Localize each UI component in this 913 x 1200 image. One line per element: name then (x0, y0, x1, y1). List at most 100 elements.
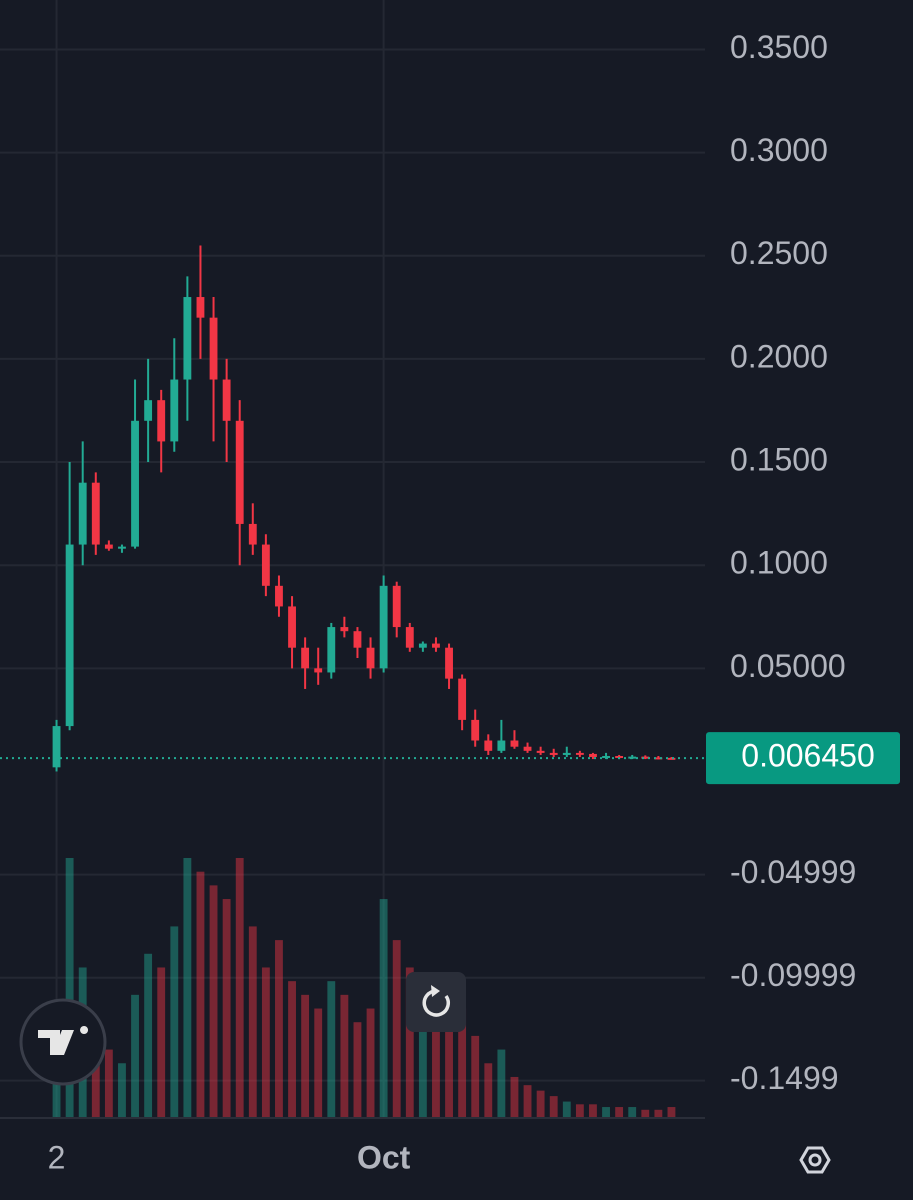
tradingview-logo[interactable] (19, 998, 107, 1086)
candle-body (366, 647, 375, 669)
candle-body (235, 420, 244, 524)
volume-bar (418, 981, 427, 1118)
candle-body (484, 740, 493, 751)
volume-bar (157, 967, 166, 1118)
candle-body (209, 317, 218, 380)
candle-body (392, 585, 401, 628)
volume-bar (523, 1085, 532, 1118)
y-tick-label: 0.1000 (730, 545, 828, 581)
y-tick-label: 0.05000 (730, 648, 846, 684)
volume-bar (314, 1008, 323, 1118)
volume-bar (602, 1107, 610, 1118)
x-tick-label: Oct (357, 1139, 411, 1175)
volume-bar (366, 1008, 375, 1118)
volume-bar (432, 994, 440, 1118)
candle-body (288, 606, 296, 648)
candle-body (418, 643, 427, 648)
volume-bar (170, 926, 179, 1118)
volume-bar (118, 1063, 126, 1118)
volume-bar (353, 1022, 362, 1118)
candle-body (144, 400, 153, 421)
volume-bar (288, 981, 296, 1118)
candle-body (628, 756, 637, 759)
volume-bar (536, 1090, 545, 1118)
volume-bar (104, 1049, 113, 1118)
volume-bar (131, 994, 139, 1118)
candle-body (196, 297, 205, 318)
volume-bar (209, 885, 218, 1118)
candle-body (327, 627, 336, 673)
candle-body (445, 647, 453, 679)
volume-bar (641, 1109, 650, 1118)
logo-mark[interactable] (38, 1026, 89, 1055)
volume-bar (589, 1104, 597, 1118)
volume-bar (183, 858, 192, 1118)
volume-bar (379, 899, 388, 1118)
volume-bar (497, 1049, 506, 1118)
candle-body (575, 752, 584, 755)
candle-body (562, 752, 571, 755)
candle-body (118, 546, 126, 549)
y-tick-label: -0.04999 (730, 854, 856, 890)
candle-body (222, 379, 231, 421)
candle-body (497, 740, 506, 751)
volume-bar (445, 994, 453, 1118)
volume-bar (471, 1035, 480, 1118)
reset-bg[interactable] (406, 972, 466, 1032)
grid (0, 0, 705, 1118)
x-tick-label: 2 (48, 1139, 66, 1175)
volume-bar (340, 994, 349, 1118)
volume-bar (222, 899, 231, 1118)
volume-bar (562, 1101, 571, 1118)
candle-body (549, 752, 558, 755)
y-tick-label: -0.09999 (730, 957, 856, 993)
settings-hexagon[interactable] (799, 1146, 831, 1174)
candle-body (667, 757, 676, 760)
candle-body (157, 400, 166, 442)
reset-icon[interactable] (422, 989, 450, 1017)
volume-bar (549, 1096, 558, 1118)
candle-body (301, 647, 310, 669)
y-tick-label: -0.1499 (730, 1060, 839, 1096)
candle-body (458, 678, 467, 720)
candle-body (602, 755, 610, 758)
volume-bar (248, 926, 257, 1118)
candle-body (170, 379, 179, 442)
candle-body (523, 746, 532, 751)
candle-body (379, 585, 388, 669)
volume-bar (628, 1107, 637, 1118)
candle-body (536, 750, 545, 753)
volume-bar (196, 871, 205, 1118)
candle-body (78, 482, 87, 545)
settings-button[interactable] (799, 1146, 831, 1174)
settings-dot[interactable] (808, 1153, 822, 1167)
last-price-box (706, 732, 900, 785)
volume-bar (301, 994, 310, 1118)
candle-body (52, 726, 61, 768)
candle-body (432, 643, 440, 648)
volume-bar (654, 1109, 663, 1118)
reset-arrow[interactable] (431, 985, 440, 997)
volume-bar (484, 1063, 493, 1118)
candle-body (405, 627, 414, 648)
candle-body (183, 297, 192, 380)
y-tick-label: 0.3000 (730, 132, 828, 168)
candle-body (131, 420, 139, 547)
volume-bar (144, 953, 153, 1118)
volume-bar (392, 940, 401, 1118)
y-tick-label: 0.3500 (730, 29, 828, 65)
volume-bar (65, 858, 74, 1118)
volume-bar (575, 1104, 584, 1118)
candle-body (275, 585, 283, 607)
last-price-label: 0.006450 (741, 738, 874, 774)
candle-body (589, 753, 597, 758)
candle-body (353, 631, 362, 648)
reset-button[interactable] (406, 972, 466, 1032)
candle-body (104, 544, 113, 549)
candle-body (91, 482, 100, 545)
volume-bar (510, 1076, 519, 1118)
volume-bar (667, 1107, 676, 1118)
y-tick-label: 0.1500 (730, 442, 828, 478)
